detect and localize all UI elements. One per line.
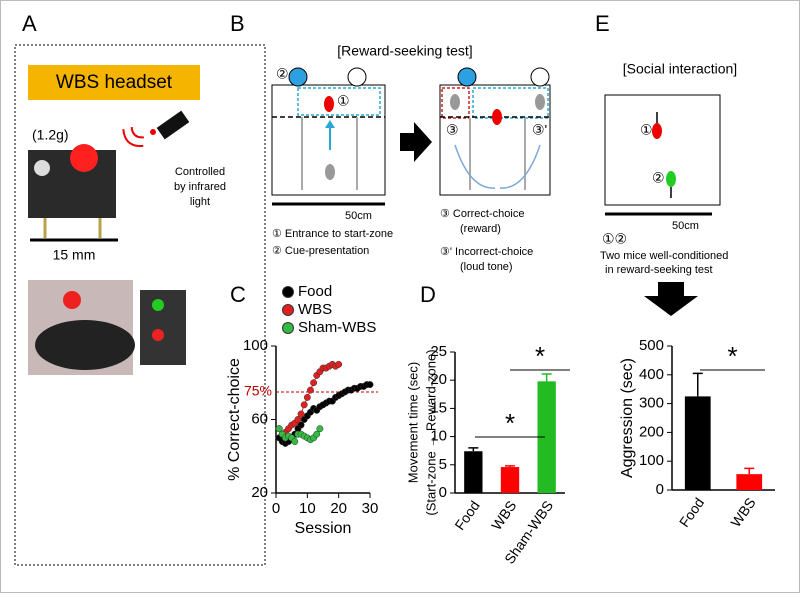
arena-before [271,67,386,196]
y-tick-label: 20 [251,484,268,501]
legend-text: ③' Incorrect-choice [440,246,533,258]
bar [684,396,711,490]
panel-letter: A [22,11,37,36]
device-photo [28,144,116,238]
y-axis-label: % Correct-choice [226,358,243,481]
y-tick-label: 300 [639,395,664,412]
control-text: light [190,196,210,208]
legend-text: ① Entrance to start-zone [272,228,393,240]
reference-label: 75% [244,383,272,399]
legend-marker [282,304,294,316]
panel-letter: C [230,282,246,307]
y-tick-label: 200 [639,423,664,440]
panel-title: [Social interaction] [623,61,737,77]
point [313,430,321,438]
y-tick-label: 15 [430,399,447,416]
panel-letter: D [420,282,436,307]
point [297,421,305,429]
arena-after [439,67,551,196]
social-arena [604,94,721,206]
arrow [644,282,698,316]
note: Two mice well-conditioned [600,250,728,262]
cue-marker: ② [276,66,289,82]
bar [464,451,483,493]
point [297,410,305,418]
scale-label: 15 mm [53,247,96,263]
control-text: by infrared [174,181,226,193]
y-tick-label: 20 [430,371,447,388]
y-tick-label: 100 [243,337,268,354]
y-axis-label: Aggression (sec) [619,358,636,478]
arrow [400,122,432,162]
error-bar [541,373,552,382]
error-bar [505,465,515,468]
y-tick-label: 60 [251,410,268,427]
legend-text: ② Cue-presentation [272,245,369,257]
y-tick-label: 500 [639,337,664,354]
point [300,401,308,409]
error-bar [744,467,755,475]
device-photo-small [140,290,186,365]
panel-letter: B [230,11,245,36]
point [366,381,374,389]
legend-text: (reward) [460,223,501,235]
x-tick-label: 20 [330,500,347,517]
correct-marker: ③ [446,122,459,138]
y-tick-label: 100 [639,452,664,469]
point [303,394,311,401]
mouse-photo [28,280,135,375]
bar [537,381,556,493]
entrance-marker: ① [337,93,350,109]
x-tick-label: 10 [299,500,316,517]
legend-text: (loud tone) [460,261,513,273]
y-tick-label: 0 [439,484,447,501]
significance-mark: * [535,341,545,371]
legend-label: WBS [298,301,332,318]
y-axis-label: (Start-zone → Reward-zone) [423,349,438,515]
headset-label-box [28,65,200,100]
point [275,425,283,433]
point [335,360,343,368]
scale-label: 50cm [345,210,372,222]
point [307,386,314,394]
control-text: Controlled [175,166,225,178]
panel-letter: E [595,11,610,36]
x-tick-label: 30 [362,500,379,517]
y-tick-label: 25 [430,343,447,360]
x-tick-label: 0 [272,500,280,517]
note: in reward-seeking test [605,264,713,276]
legend-label: Food [298,283,332,300]
significance-mark: * [505,408,515,438]
bar [736,474,763,490]
ir-remote-icon [122,110,190,147]
headset-label: WBS headset [56,72,173,93]
y-axis-label: Movement time (sec) [405,362,420,483]
y-tick-label: 400 [639,366,664,383]
legend-marker [282,286,294,298]
error-bar [692,372,703,397]
x-axis-label: Session [295,520,352,537]
point [310,379,318,387]
point [294,416,302,423]
error-bar [468,447,479,452]
y-tick-label: 10 [430,428,447,445]
y-tick-label: 5 [439,456,447,473]
legend-marker [282,322,294,334]
significance-mark: * [727,341,737,371]
panel-box [14,44,266,566]
scale-label: 50cm [672,220,699,232]
markers: ①② [602,231,627,247]
legend-label: Sham-WBS [298,319,376,336]
legend-text: ③ Correct-choice [440,208,524,220]
point [291,438,299,445]
mouse-marker: ① [640,122,653,138]
weight: (1.2g) [32,127,69,143]
y-tick-label: 0 [656,481,664,498]
mouse-marker: ② [652,170,665,186]
point [316,425,324,433]
bar [500,467,520,493]
incorrect-marker: ③' [532,122,547,138]
panel-title: [Reward-seeking test] [337,43,472,59]
